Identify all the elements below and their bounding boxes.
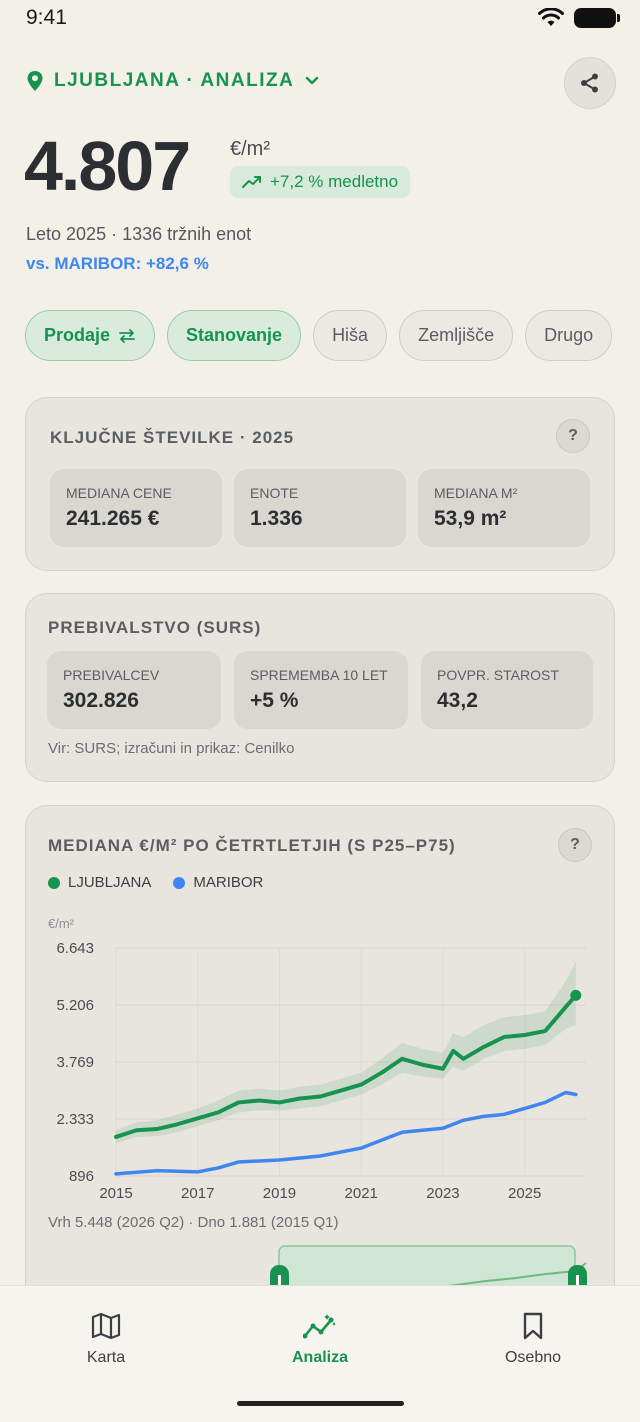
stat-value: 1.336 xyxy=(250,507,303,530)
status-time: 9:41 xyxy=(26,6,67,29)
x-tick-label: 2015 xyxy=(99,1185,132,1202)
chip-label: Stanovanje xyxy=(186,325,283,345)
chevron-down-icon xyxy=(306,76,319,85)
nav-label: Analiza xyxy=(291,1349,348,1366)
nav-label: Karta xyxy=(86,1349,126,1366)
stat-value: 43,2 xyxy=(437,689,478,712)
x-tick-label: 2021 xyxy=(345,1185,378,1202)
stat-median-price: MEDIANA CENE 241.265 € xyxy=(50,469,222,547)
x-tick-label: 2025 xyxy=(508,1185,541,1202)
range-note: Vrh 5.448 (2026 Q2) · Dno 1.881 (2015 Q1… xyxy=(48,1214,339,1231)
median-price-value: 4.807 xyxy=(24,127,191,205)
trend-up-icon xyxy=(242,176,261,188)
map-icon xyxy=(91,1312,121,1340)
stat-median-area: MEDIANA M² 53,9 m² xyxy=(418,469,590,547)
comparison-text[interactable]: vs. MARIBOR: +82,6 % xyxy=(26,254,209,273)
stat-value: 241.265 € xyxy=(66,507,160,530)
stat-value: 302.826 xyxy=(63,689,139,712)
bookmark-icon xyxy=(523,1312,543,1340)
location-pin-icon xyxy=(27,71,43,91)
nav-item-osebno[interactable]: Osebno xyxy=(463,1312,603,1367)
stat-label: MEDIANA M² xyxy=(434,485,518,501)
chip-zemljisce[interactable]: Zemljišče xyxy=(399,310,514,361)
swap-icon xyxy=(119,328,135,343)
chip-label: Prodaje xyxy=(44,325,111,345)
nav-label: Osebno xyxy=(504,1349,562,1366)
brush-handle-left-grip xyxy=(278,1275,281,1289)
y-tick-label: 3.769 xyxy=(56,1054,94,1071)
filter-chips: Prodaje Stanovanje Hiša Zemljišče Drugo xyxy=(25,310,613,361)
brush-handle-right-grip xyxy=(576,1275,579,1289)
ljubljana-last-point[interactable] xyxy=(570,989,582,1001)
key-numbers-title: KLJUČNE ŠTEVILKE · 2025 xyxy=(50,428,295,447)
y-tick-label: 5.206 xyxy=(56,997,94,1014)
chart-legend: LJUBLJANA MARIBOR xyxy=(48,874,263,891)
chip-drugo[interactable]: Drugo xyxy=(525,310,613,361)
stat-label: MEDIANA CENE xyxy=(66,485,172,501)
trend-badge: +7,2 % medletno xyxy=(230,166,411,198)
share-button[interactable] xyxy=(564,57,616,109)
stat-avg-age: POVPR. STAROST 43,2 xyxy=(421,651,593,729)
stat-value: +5 % xyxy=(250,689,299,712)
status-bar: 9:41 xyxy=(0,0,640,40)
x-tick-label: 2017 xyxy=(181,1185,214,1202)
share-icon xyxy=(581,73,598,93)
chart-title: MEDIANA €/M² PO ČETRTLETJIH (S P25–P75) xyxy=(48,836,456,855)
stat-label: SPREMEMBA 10 LET xyxy=(250,667,388,683)
chip-label: Zemljišče xyxy=(418,325,495,345)
y-axis-label: €/m² xyxy=(48,916,75,931)
legend-dot xyxy=(173,876,186,889)
stat-units: ENOTE 1.336 xyxy=(234,469,406,547)
y-tick-label: 896 xyxy=(69,1168,94,1185)
nav-item-analiza[interactable]: Analiza xyxy=(250,1312,390,1367)
legend-dot xyxy=(48,876,60,889)
status-icons xyxy=(538,8,620,28)
trend-text: +7,2 % medletno xyxy=(270,172,399,191)
x-tick-label: 2023 xyxy=(426,1185,459,1202)
legend-label: MARIBOR xyxy=(193,874,264,891)
population-title: PREBIVALSTVO (SURS) xyxy=(48,618,262,637)
stat-label: PREBIVALCEV xyxy=(63,667,160,683)
wifi-icon xyxy=(538,8,564,26)
help-button[interactable]: ? xyxy=(558,828,592,862)
location-selector[interactable]: LJUBLJANA · ANALIZA xyxy=(26,70,320,92)
chip-stanovanje[interactable]: Stanovanje xyxy=(167,310,302,361)
chart-card: MEDIANA €/M² PO ČETRTLETJIH (S P25–P75) … xyxy=(25,805,615,1365)
price-unit: €/m² xyxy=(230,138,270,160)
ljubljana-p25-p75-band xyxy=(116,961,576,1144)
legend-label: LJUBLJANA xyxy=(68,874,152,891)
legend-item-ljubljana[interactable]: LJUBLJANA xyxy=(48,874,151,891)
chip-hisa[interactable]: Hiša xyxy=(313,310,388,361)
chip-label: Drugo xyxy=(544,325,594,345)
stat-value: 53,9 m² xyxy=(434,507,507,530)
chip-label: Hiša xyxy=(332,325,369,345)
chip-prodaje[interactable]: Prodaje xyxy=(25,310,156,361)
stat-population: PREBIVALCEV 302.826 xyxy=(47,651,221,729)
y-tick-label: 2.333 xyxy=(56,1111,94,1128)
help-button[interactable]: ? xyxy=(556,419,590,453)
series-line-ljubljana[interactable] xyxy=(114,993,578,1139)
x-tick-label: 2019 xyxy=(263,1185,296,1202)
population-card: PREBIVALSTVO (SURS) PREBIVALCEV 302.826 … xyxy=(25,593,615,782)
stat-label: POVPR. STAROST xyxy=(437,667,559,683)
battery-icon xyxy=(574,8,620,28)
series-line-maribor[interactable] xyxy=(114,1090,578,1176)
key-numbers-card: KLJUČNE ŠTEVILKE · 2025 ? MEDIANA CENE 2… xyxy=(25,397,615,571)
analytics-icon xyxy=(302,1314,336,1339)
location-title: LJUBLJANA · ANALIZA xyxy=(54,70,295,91)
nav-item-karta[interactable]: Karta xyxy=(36,1312,176,1367)
population-source: Vir: SURS; izračuni in prikaz: Cenilko xyxy=(48,740,295,757)
bottom-navigation: Karta Analiza Osebno xyxy=(0,1285,640,1422)
price-chart[interactable]: €/m² 6.643 5.206 3.769 2.333 896 2015 2017 2019 2… xyxy=(26,906,614,1206)
legend-item-maribor[interactable]: MARIBOR xyxy=(173,874,263,891)
home-indicator xyxy=(237,1401,404,1406)
stat-label: ENOTE xyxy=(250,485,299,501)
year-units-info: Leto 2025 · 1336 tržnih enot xyxy=(26,224,252,244)
stat-change-10y: SPREMEMBA 10 LET +5 % xyxy=(234,651,408,729)
y-tick-label: 6.643 xyxy=(56,940,94,957)
